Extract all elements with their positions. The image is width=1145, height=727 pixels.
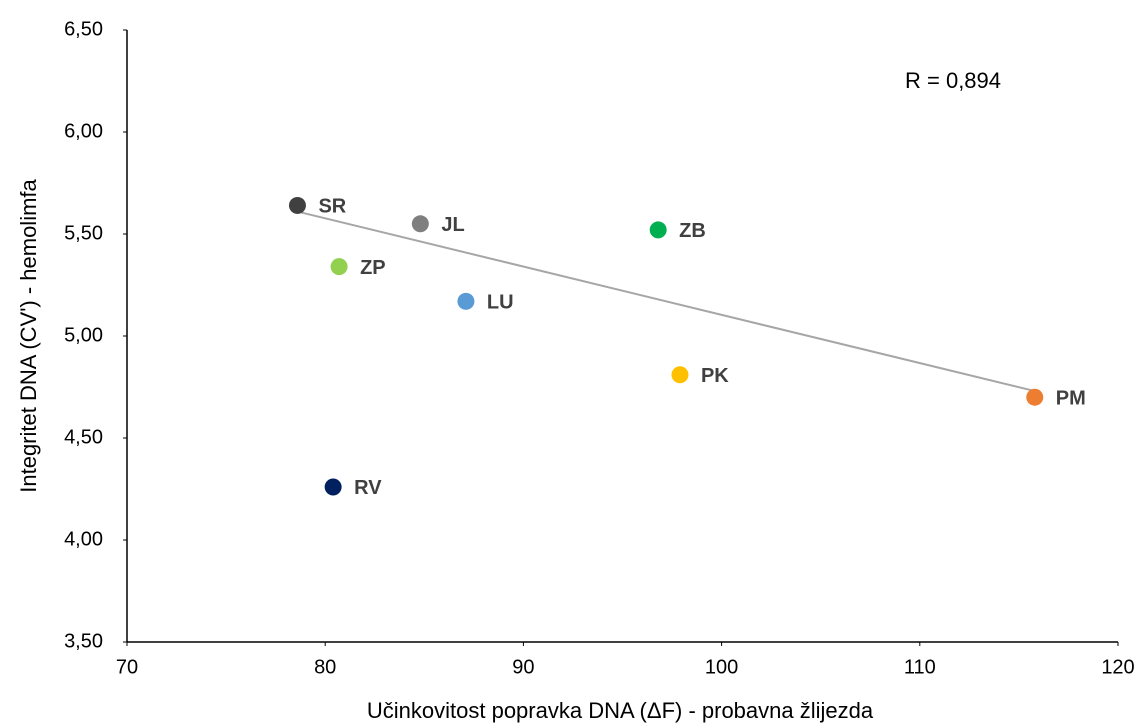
trendline <box>297 210 1035 393</box>
point <box>1026 388 1044 406</box>
point-label: LU <box>487 292 514 314</box>
point <box>671 366 689 384</box>
x-tick-label: 100 <box>705 656 738 678</box>
x-tick-label: 80 <box>314 656 336 678</box>
y-tick-label: 6,00 <box>64 120 103 142</box>
point <box>330 258 348 276</box>
x-tick-label: 90 <box>512 656 534 678</box>
point-label: PK <box>701 365 729 387</box>
point-label: ZP <box>360 257 386 279</box>
y-tick-label: 5,00 <box>64 324 103 346</box>
point <box>288 196 306 214</box>
x-tick-label: 110 <box>904 656 936 678</box>
point-label: SR <box>318 196 346 218</box>
point-label: JL <box>441 214 464 236</box>
y-tick-label: 4,00 <box>64 528 103 550</box>
point <box>324 478 342 496</box>
point <box>649 221 667 239</box>
y-tick-label: 5,50 <box>64 222 103 244</box>
point-label: RV <box>354 477 382 499</box>
point-label: PM <box>1056 387 1086 409</box>
annotation: R = 0,894 <box>905 68 1001 93</box>
point-label: ZB <box>679 220 706 242</box>
y-tick-label: 4,50 <box>64 426 103 448</box>
x-tick-label: 120 <box>1101 656 1134 678</box>
y-tick-label: 6,50 <box>64 18 103 40</box>
point <box>411 215 429 233</box>
y-tick-label: 3,50 <box>64 630 103 652</box>
x-axis-title: Učinkovitost popravka DNA (ΔF) - probavn… <box>367 698 874 723</box>
y-axis-title: Integritet DNA (CV') - hemolimfa <box>16 178 41 492</box>
x-tick-label: 70 <box>116 656 138 678</box>
point <box>457 292 475 310</box>
